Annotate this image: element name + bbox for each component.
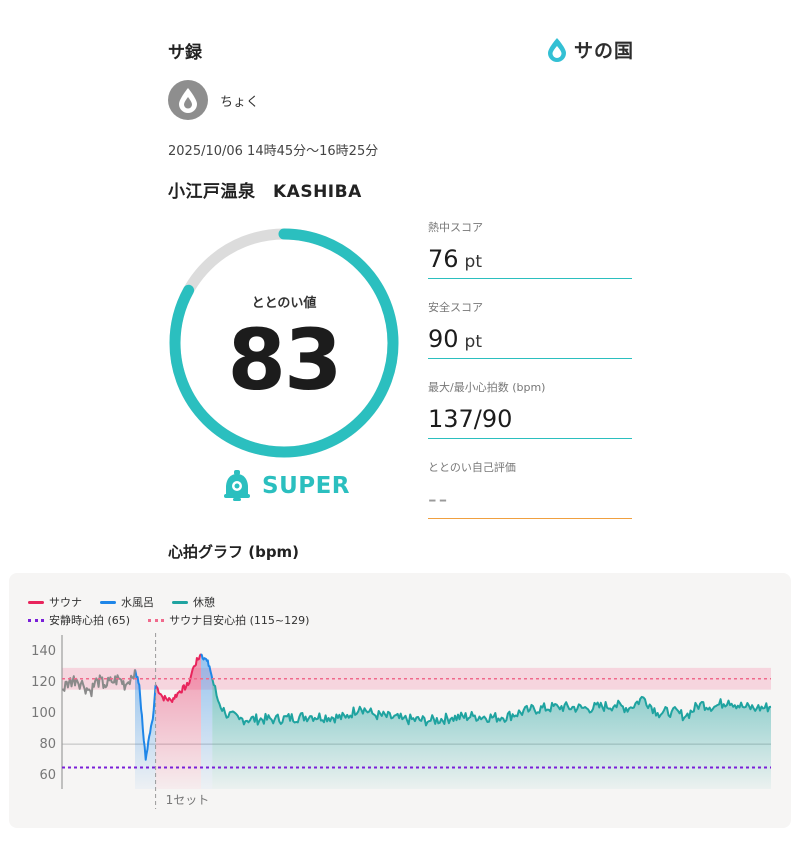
heart-rate-chart: 60 80 100 120 140 1セット <box>31 633 772 809</box>
bell-icon <box>224 470 250 501</box>
stat-value: 90 <box>428 325 459 353</box>
gauge-label: ととのい値 <box>251 296 317 311</box>
stat-self-evaluation[interactable]: ととのい自己評価 -- <box>428 459 632 519</box>
legend-label: 水風呂 <box>121 596 154 609</box>
series-area-water2 <box>201 653 213 789</box>
logo-text: サの国 <box>574 39 635 62</box>
stat-label: ととのい自己評価 <box>428 461 516 474</box>
gauge-value: 83 <box>227 311 343 409</box>
stat-value: 76 <box>428 245 459 273</box>
legend-label: 休憩 <box>193 596 215 609</box>
legend-row: サウナ 水風呂 休憩 <box>28 594 227 610</box>
totonoi-gauge <box>169 228 399 458</box>
rank-text: SUPER <box>262 473 351 499</box>
y-tick-label: 100 <box>31 706 56 721</box>
page-title: サ録 <box>168 43 202 63</box>
legend-swatch <box>148 618 165 622</box>
stat-safety-score: 安全スコア 90 pt <box>428 299 632 359</box>
legend-sauna-target: サウナ目安心拍 (115~129) <box>148 612 309 628</box>
legend-resting-hr: 安静時心拍 (65) <box>28 612 130 628</box>
logo[interactable]: サの国 <box>544 35 634 63</box>
legend-label: 安静時心拍 (65) <box>49 614 131 627</box>
series-line-water2 <box>200 653 214 680</box>
drop-icon <box>179 88 197 113</box>
series-line-water <box>134 669 157 761</box>
series-area-sauna <box>155 653 201 789</box>
legend-swatch <box>100 600 116 604</box>
legend-label: サウナ目安心拍 (115~129) <box>169 614 310 627</box>
stat-heat-score: 熱中スコア 76 pt <box>428 219 632 279</box>
stat-unit: pt <box>464 332 483 352</box>
legend-sauna: サウナ <box>28 594 82 610</box>
y-tick-label: 120 <box>31 675 56 690</box>
stat-unit: pt <box>464 252 483 272</box>
series-line-sauna <box>154 653 202 703</box>
graph-title: 心拍グラフ (bpm) <box>168 543 300 561</box>
legend-water: 水風呂 <box>100 594 154 610</box>
drop-logo-icon <box>548 38 566 62</box>
facility-name[interactable]: 小江戸温泉 KASHIBA <box>168 182 362 202</box>
stat-heart-rate: 最大/最小心拍数 (bpm) 137/90 <box>428 379 632 439</box>
y-tick-label: 60 <box>39 768 56 783</box>
stat-label: 最大/最小心拍数 (bpm) <box>428 381 546 394</box>
legend-swatch <box>172 600 188 604</box>
legend-rest: 休憩 <box>172 594 215 610</box>
user-row[interactable]: ちょく <box>168 80 259 120</box>
y-tick-label: 140 <box>31 644 56 659</box>
session-time: 2025/10/06 14時45分〜16時25分 <box>168 144 379 159</box>
legend-row: 安静時心拍 (65) サウナ目安心拍 (115~129) <box>28 612 321 628</box>
self-eval-value[interactable]: -- <box>428 485 450 513</box>
stat-label: 安全スコア <box>428 301 483 314</box>
gauge-progress-arc <box>169 228 399 458</box>
legend-swatch <box>28 600 44 604</box>
rank-badge: SUPER <box>222 470 350 502</box>
y-tick-label: 80 <box>39 737 56 752</box>
set-label: 1セット <box>166 793 210 807</box>
avatar[interactable] <box>168 80 208 120</box>
legend-swatch <box>28 618 44 622</box>
stat-value: 137/90 <box>428 405 513 433</box>
stat-label: 熱中スコア <box>428 221 483 234</box>
series-line-rest <box>211 678 772 727</box>
series-area-rest <box>212 678 772 789</box>
legend-label: サウナ <box>49 596 82 609</box>
series-line-pre <box>61 669 136 698</box>
user-name: ちょく <box>220 94 260 110</box>
